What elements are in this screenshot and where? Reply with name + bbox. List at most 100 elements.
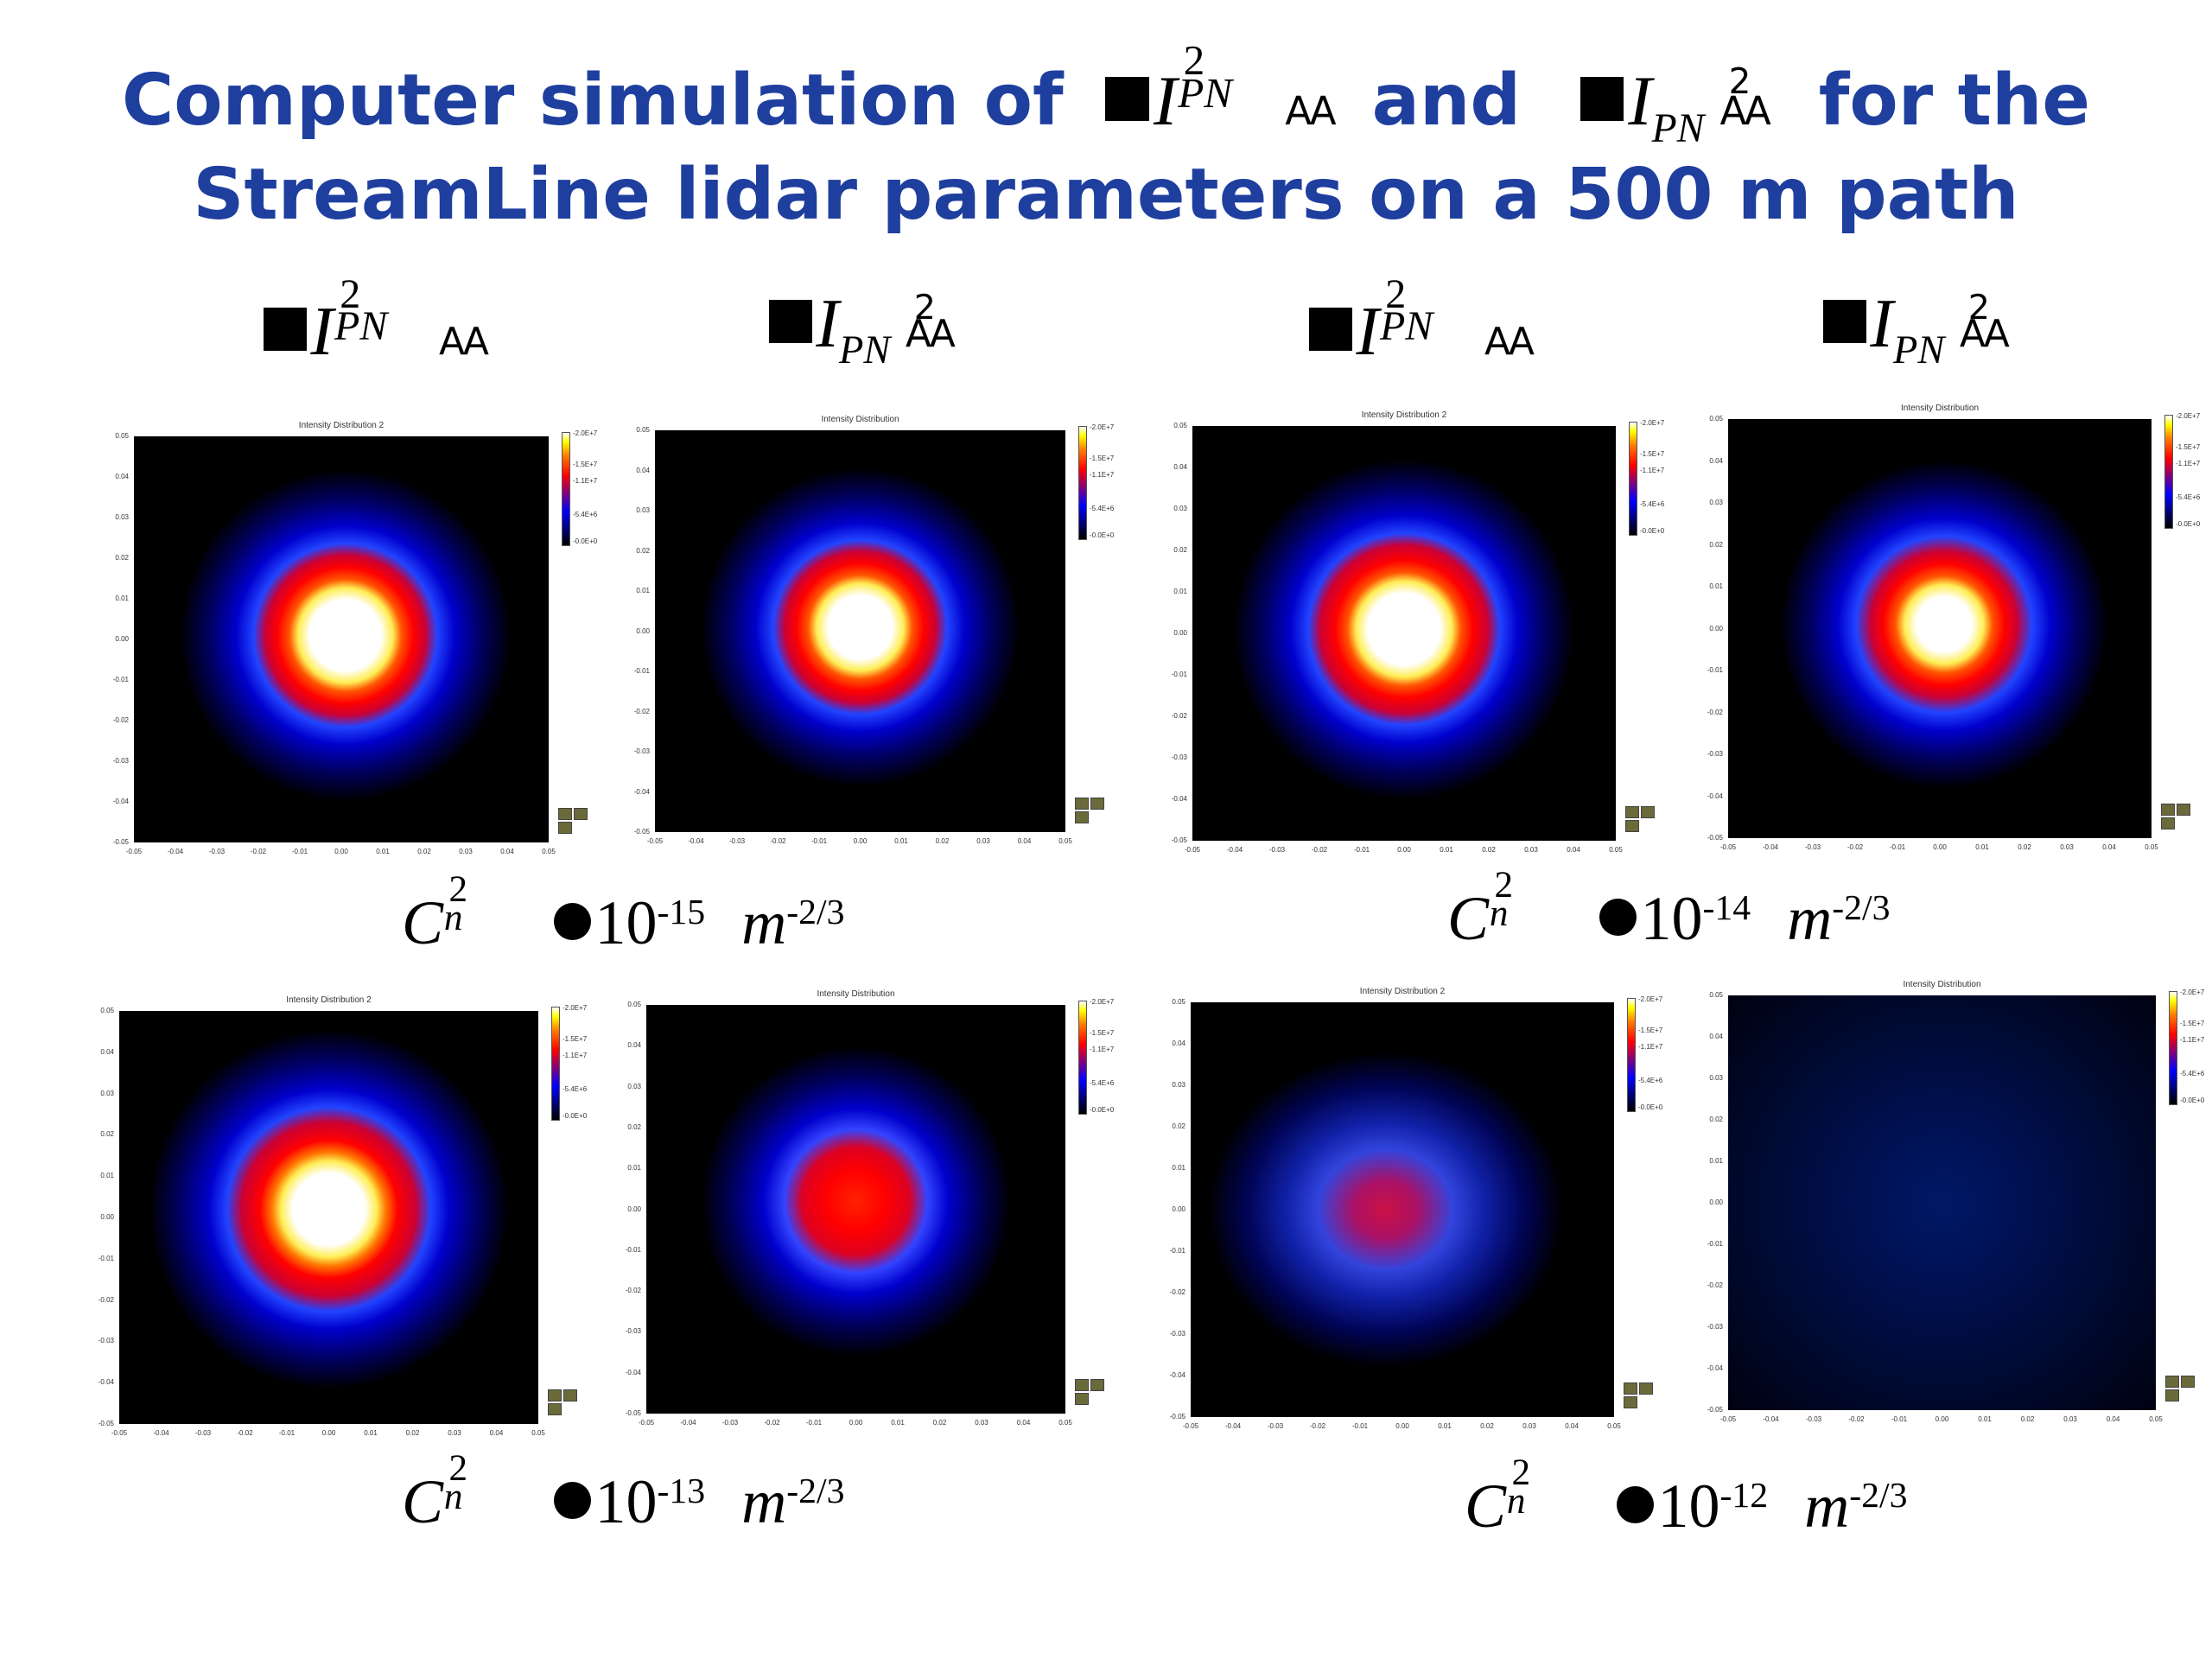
x-tick-label: 0.01 — [1440, 846, 1453, 854]
colorbar-label: -0.0E+0 — [573, 537, 598, 545]
plot-tool-icon[interactable] — [1075, 1393, 1089, 1405]
colorbar-label: -5.4E+6 — [563, 1084, 588, 1093]
y-tick-label: -0.05 — [1171, 836, 1187, 844]
colorbar-label: -1.5E+7 — [1090, 454, 1115, 463]
y-tick-label: -0.01 — [633, 667, 650, 675]
x-tick-label: 0.02 — [932, 1419, 947, 1427]
plot-tool-icon[interactable] — [563, 1389, 577, 1402]
x-tick-label: -0.04 — [1762, 843, 1779, 851]
plot-tool-icon[interactable] — [1090, 1379, 1104, 1391]
x-tick-label: -0.02 — [237, 1429, 253, 1437]
x-tick-label: -0.04 — [1224, 1422, 1242, 1430]
x-tick-label: -0.04 — [167, 848, 184, 855]
x-tick-label: -0.05 — [111, 1429, 128, 1437]
plot-tool-icon[interactable] — [558, 822, 572, 834]
y-tick-label: -0.03 — [1707, 1323, 1723, 1331]
colorbar-label: -2.0E+7 — [1640, 419, 1665, 427]
plot-tool-icon[interactable] — [1090, 798, 1104, 810]
plot-tool-icon[interactable] — [1624, 1382, 1637, 1395]
symbol-aa: AA — [905, 312, 956, 356]
y-tick-label: -0.05 — [1169, 1413, 1185, 1421]
plot-tool-icon[interactable] — [2161, 804, 2175, 816]
y-tick-label: 0.02 — [627, 1122, 641, 1131]
plot-tool-icon[interactable] — [2177, 804, 2190, 816]
plot-tool-icon[interactable] — [1625, 820, 1639, 832]
plot-tool-icon[interactable] — [1641, 806, 1655, 818]
y-tick-label: 0.01 — [115, 594, 129, 602]
x-tick-label: 0.04 — [1017, 837, 1032, 845]
y-tick-label: -0.05 — [633, 828, 650, 836]
y-tick-label: 0.04 — [627, 1041, 641, 1050]
x-tick-label: 0.00 — [321, 1429, 336, 1437]
x-tick-label: 0.00 — [853, 837, 868, 845]
symbol-ten: 10 — [1640, 884, 1703, 953]
intensity-map — [1192, 426, 1616, 841]
x-tick-label: 0.02 — [1480, 1422, 1494, 1430]
plot-tool-icon[interactable] — [2165, 1389, 2179, 1402]
x-tick-label: 0.05 — [1058, 1419, 1072, 1427]
panel-title: Intensity Distribution — [817, 989, 895, 999]
plot-tool-icon[interactable] — [2161, 817, 2175, 830]
plot-tool-icon[interactable] — [548, 1403, 562, 1415]
y-tick-label: -0.02 — [1169, 1288, 1185, 1296]
plot-tool-icon[interactable] — [574, 808, 588, 820]
x-tick-label: 0.04 — [489, 1429, 504, 1437]
y-tick-label: 0.01 — [1172, 1164, 1185, 1172]
x-tick-label: 0.02 — [417, 848, 431, 855]
y-tick-label: 0.01 — [1709, 582, 1723, 590]
plot-tool-icon[interactable] — [2165, 1376, 2179, 1388]
x-tick-label: -0.04 — [153, 1429, 169, 1437]
plot-tool-icon[interactable] — [1075, 1379, 1089, 1391]
x-tick-label: -0.04 — [1763, 1415, 1779, 1423]
x-tick-label: 0.05 — [2149, 1415, 2163, 1423]
y-tick-label: -0.01 — [1707, 666, 1723, 674]
y-tick-label: 0.02 — [100, 1130, 114, 1139]
symbol-i: I — [1356, 294, 1380, 370]
colorbar-label: -1.5E+7 — [573, 461, 598, 469]
cn2-exponent: -13 — [657, 1471, 706, 1512]
y-tick-label: 0.03 — [1709, 1074, 1723, 1082]
plot-tool-icon[interactable] — [548, 1389, 562, 1402]
y-tick-label: -0.05 — [1707, 1406, 1723, 1414]
y-tick-label: 0.03 — [1709, 499, 1723, 506]
symbol-pn: PN — [1651, 105, 1705, 151]
y-tick-label: -0.05 — [98, 1420, 114, 1427]
plot-tool-icon[interactable] — [1625, 806, 1639, 818]
symbol-m: m — [1787, 884, 1833, 953]
plot-tool-icon[interactable] — [1075, 798, 1089, 810]
x-tick-label: -0.03 — [728, 837, 746, 845]
colorbar-label: -2.0E+7 — [573, 429, 598, 437]
plot-tool-icon[interactable] — [558, 808, 572, 820]
y-tick-label: 0.03 — [636, 506, 650, 514]
x-tick-label: -0.02 — [764, 1419, 780, 1427]
column-header-3: I 2 PN AA — [1309, 271, 1535, 372]
panel-title: Intensity Distribution 2 — [1359, 987, 1446, 996]
colorbar-label: -5.4E+6 — [1090, 504, 1115, 512]
x-tick-label: -0.02 — [1848, 1415, 1865, 1423]
x-tick-label: 0.05 — [531, 1429, 545, 1437]
colorbar-label: -1.5E+7 — [1640, 450, 1665, 459]
x-tick-label: 0.05 — [542, 848, 556, 855]
colorbar-label: -0.0E+0 — [1640, 526, 1665, 535]
symbol-pn: PN — [1379, 303, 1433, 350]
plot-tool-icon[interactable] — [2181, 1376, 2195, 1388]
plot-tool-icon[interactable] — [1624, 1396, 1637, 1408]
x-tick-label: -0.02 — [1309, 1422, 1326, 1430]
symbol-c: C — [1465, 1471, 1507, 1541]
intensity-map — [1191, 1002, 1614, 1417]
y-tick-label: 0.01 — [100, 1172, 114, 1180]
plot-tool-icon[interactable] — [1639, 1382, 1653, 1395]
colorbar-label: -5.4E+6 — [1640, 499, 1665, 508]
plot-tool-icon[interactable] — [1075, 811, 1089, 823]
symbol-pn: PN — [1893, 328, 1945, 373]
colorbar-label: -0.0E+0 — [2180, 1096, 2205, 1104]
colorbar-label: -1.5E+7 — [563, 1035, 588, 1044]
colorbar-label: -1.1E+7 — [2176, 459, 2201, 467]
x-tick-label: 0.00 — [1935, 1415, 1949, 1423]
equals-dot-icon — [1599, 899, 1637, 937]
colorbar-label: -1.1E+7 — [1638, 1042, 1663, 1051]
x-tick-label: 0.04 — [2102, 843, 2116, 851]
symbol-i: I — [1153, 61, 1178, 140]
y-tick-label: 0.02 — [1709, 540, 1723, 549]
